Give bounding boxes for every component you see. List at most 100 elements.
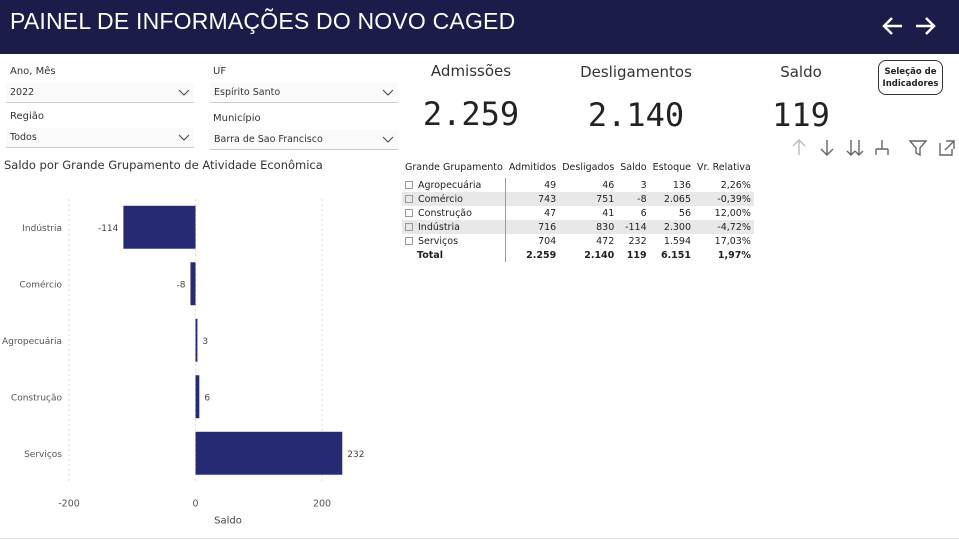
table-cell: 2.140 (559, 248, 617, 262)
cell-text: 704 (538, 235, 557, 247)
table-cell: Construção (402, 206, 507, 220)
chevron (382, 89, 394, 96)
table-cell: -8 (617, 192, 650, 206)
filter-label: Região (10, 111, 45, 122)
bar (195, 318, 198, 362)
table-cell: 1.594 (650, 234, 694, 248)
cell-text: 751 (596, 193, 615, 205)
table-cell: -4,72% (694, 220, 754, 234)
table-cell: 830 (559, 220, 618, 234)
expand-icon (405, 181, 413, 189)
cell-text: -8 (637, 193, 647, 205)
dropdown[interactable]: 2022 (6, 83, 194, 103)
filter-label: Município (213, 113, 261, 124)
cell-text: 2,26% (720, 179, 751, 191)
dropdown-value: 2022 (10, 87, 35, 98)
filter-label: UF (213, 66, 227, 77)
cell-text: Construção (418, 207, 472, 219)
kpi-value: 2.140 (587, 96, 685, 134)
cell-text: 3 (640, 179, 647, 191)
table-cell: 2.259 (506, 248, 559, 262)
x-tick-label: -200 (58, 499, 80, 510)
footer-line (0, 538, 959, 539)
table-cell: 232 (617, 234, 649, 248)
table-cell: 46 (559, 178, 617, 192)
cell-text: 6.151 (660, 249, 692, 261)
cell-text: 136 (672, 179, 692, 191)
cell-text: 2.300 (663, 221, 692, 233)
cell-text: 56 (678, 207, 692, 219)
nav-arrows[interactable] (880, 12, 940, 40)
table-cell: 136 (650, 178, 694, 192)
table-total-row: Total 2.259 2.140 119 6.151 1,97% (402, 248, 754, 262)
table-cell: 119 (617, 248, 649, 262)
column-header: Estoque (652, 162, 692, 173)
cell-text: 2.065 (663, 193, 692, 205)
table-cell: Agropecuária (402, 178, 507, 192)
cell-text: 2.140 (584, 249, 615, 261)
dropdown-value: Todos (10, 132, 37, 143)
table-cell: 2.300 (649, 220, 695, 234)
cell-text: 47 (544, 207, 557, 219)
bar (195, 431, 343, 475)
visual-toolbar[interactable] (788, 137, 958, 159)
cell-text: -0,39% (717, 193, 751, 205)
dropdown[interactable]: Todos (6, 128, 194, 148)
cell-text: 472 (596, 235, 615, 247)
cell-text: 17,03% (714, 235, 751, 247)
table-cell: 56 (650, 206, 694, 220)
table-cell: 472 (559, 234, 617, 248)
table-cell: 6 (617, 206, 649, 220)
x-axis-label: Saldo (214, 516, 242, 527)
cell-text: 49 (544, 179, 557, 191)
cell-text: 716 (538, 221, 557, 233)
chevron (178, 134, 190, 141)
table-cell: 1,97% (694, 248, 754, 262)
cell-text: -4,72% (717, 221, 751, 233)
table-cell: 2,26% (694, 178, 754, 192)
cell-text: -114 (625, 221, 647, 233)
table-header-row: Grande Grupamento Admitidos Desligados Sald… (402, 162, 754, 178)
table-cell: 743 (505, 192, 560, 206)
chevron (178, 89, 190, 96)
kpi-value: 119 (772, 96, 830, 134)
cell-text: 232 (628, 235, 647, 247)
data-label: -8 (176, 280, 185, 290)
expand-icon (405, 209, 413, 217)
table-row: Comércio 743 751 -8 2.065 -0,39% (402, 192, 754, 206)
filter-label: Ano, Mês (10, 66, 56, 77)
dropdown[interactable]: Espírito Santo (210, 83, 398, 103)
table-row: Construção 47 41 6 56 12,00% (402, 206, 754, 220)
column-header: Desligados (562, 162, 615, 173)
dropdown[interactable]: Barra de Sao Francisco (210, 130, 398, 150)
column-header: Saldo (620, 162, 647, 173)
x-tick-label: 0 (192, 499, 198, 510)
table-cell: -0,39% (694, 192, 754, 206)
cell-text: 1,97% (717, 249, 751, 261)
y-tick-label: Construção (11, 393, 63, 403)
expand-icon (405, 195, 413, 203)
data-label: 232 (347, 450, 364, 460)
kpi-title: Desligamentos (580, 63, 692, 81)
indicator-button[interactable]: Seleção de Indicadores (878, 60, 943, 95)
cell-text: 12,00% (714, 207, 751, 219)
table-cell: Serviços (402, 234, 507, 248)
table-row: Serviços 704 472 232 1.594 17,03% (402, 234, 754, 248)
expand-icon (405, 237, 413, 245)
y-tick-label: Indústria (22, 224, 62, 234)
cell-text: Serviços (418, 235, 459, 247)
cell-text: Comércio (418, 193, 463, 205)
data-table: Grande Grupamento Admitidos Desligados Sald… (402, 162, 754, 262)
data-label: 6 (204, 393, 210, 403)
table-cell: Comércio (402, 192, 507, 206)
cell-text: Total (417, 249, 443, 261)
table-cell: -114 (617, 220, 650, 234)
table-cell: 716 (505, 220, 560, 234)
table-row: Indústria 716 830 -114 2.300 -4,72% (402, 220, 754, 234)
dropdown-value: Barra de Sao Francisco (214, 134, 323, 145)
dropdown-value: Espírito Santo (214, 87, 281, 98)
table-cell: 47 (506, 206, 559, 220)
y-tick-label: Serviços (24, 450, 62, 460)
column-header: Admitidos (508, 162, 557, 173)
